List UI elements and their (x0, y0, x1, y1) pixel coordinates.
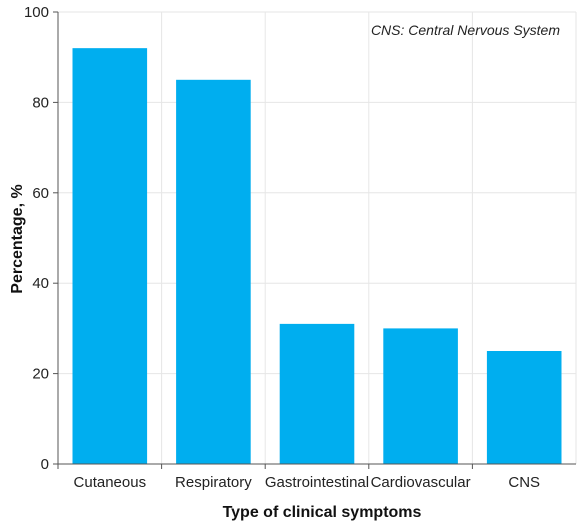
y-axis-title: Percentage, % (9, 184, 26, 293)
x-axis-title: Type of clinical symptoms (223, 504, 422, 521)
bar-cutaneous (72, 48, 148, 464)
y-tick-label: 40 (32, 275, 49, 292)
x-tick-label: Gastrointestinal (265, 474, 369, 491)
bar-respiratory (176, 79, 251, 465)
bar-cns (486, 351, 562, 464)
y-tick-label: 60 (32, 185, 49, 202)
y-tick-label: 0 (41, 456, 49, 473)
x-tick-label: CNS (508, 474, 540, 491)
y-tick-label: 80 (32, 94, 49, 111)
y-tick-label: 20 (32, 366, 49, 383)
bar-gastrointestinal (279, 323, 355, 464)
chart-annotation: CNS: Central Nervous System (371, 22, 560, 38)
y-tick-label: 100 (24, 4, 49, 21)
bar-cardiovascular (383, 328, 458, 464)
axis-layer (53, 11, 576, 469)
x-tick-label: Cutaneous (74, 474, 147, 491)
bar-layer (72, 48, 562, 465)
x-tick-label: Cardiovascular (371, 474, 471, 491)
label-layer: 0 20 40 60 80 100 Cutaneous Respiratory Gastroin… (24, 4, 540, 491)
x-tick-label: Respiratory (175, 474, 252, 491)
